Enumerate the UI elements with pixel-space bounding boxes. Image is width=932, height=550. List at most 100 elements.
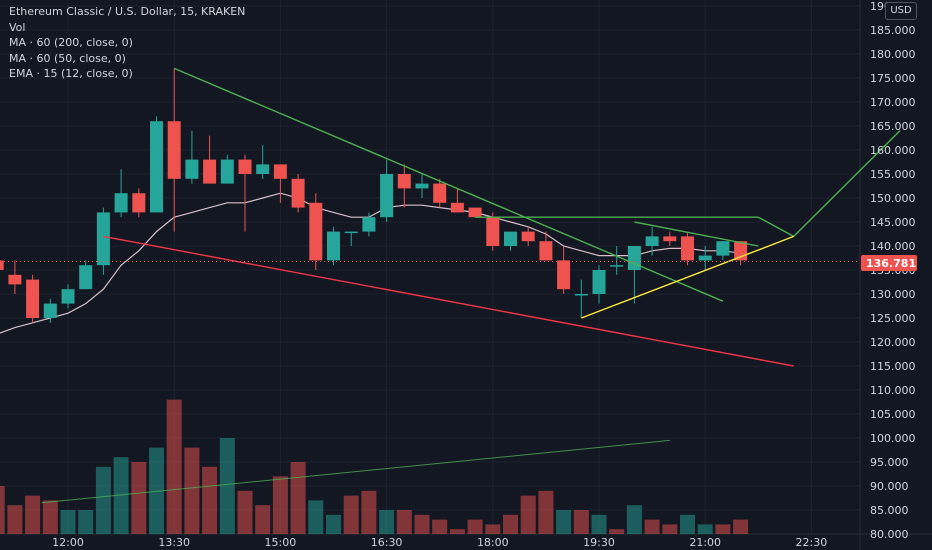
- volume-bar: [7, 505, 23, 534]
- candle-body: [716, 241, 730, 256]
- time-axis[interactable]: 12:00 13:30 15:00 16:30 18:00 19:30 21:00 22:30: [52, 536, 827, 549]
- volume-bar: [0, 486, 5, 534]
- price-tick-label: 150.000: [870, 192, 916, 205]
- candle-body: [309, 202, 323, 261]
- candle-body: [61, 289, 75, 304]
- time-tick-label: 15:00: [265, 536, 297, 549]
- volume-bar: [414, 514, 430, 534]
- price-tick-label: 80.000: [870, 528, 909, 541]
- price-tick-label: 130.000: [870, 288, 916, 301]
- trendline-red: [103, 235, 794, 367]
- time-tick-label: 21:00: [689, 536, 721, 549]
- volume-bar: [290, 462, 306, 534]
- volume-bar: [78, 510, 94, 534]
- candle-body: [327, 231, 340, 261]
- volume-bar: [60, 510, 76, 534]
- volume-bar: [42, 500, 58, 534]
- volume-bar: [25, 495, 41, 534]
- price-tick-label: 170.000: [870, 96, 916, 109]
- time-tick-label: 22:30: [796, 536, 828, 549]
- volume-bar: [343, 495, 359, 534]
- time-tick-label: 18:00: [477, 536, 509, 549]
- volume-bars: [0, 399, 749, 534]
- trendline-green: [634, 221, 759, 247]
- current-price-tag-bg: [861, 255, 917, 271]
- price-tick-label: 160.000: [870, 144, 916, 157]
- volume-bar: [272, 476, 288, 534]
- volume-bar: [556, 510, 572, 534]
- volume-bar: [379, 510, 395, 534]
- candle-body: [380, 174, 394, 218]
- candlesticks: [0, 68, 748, 323]
- candle-body: [291, 178, 305, 208]
- volume-ma-polyline: [41, 439, 670, 504]
- price-tick-label: 105.000: [870, 408, 916, 421]
- candle-body: [627, 246, 641, 270]
- volume-bar: [485, 524, 501, 534]
- volume-bar: [573, 510, 589, 534]
- candle-body: [468, 207, 482, 218]
- candle-body: [8, 274, 22, 285]
- symbol-title[interactable]: Ethereum Classic / U.S. Dollar, 15, KRAK…: [9, 5, 246, 18]
- trendline-yellow: [581, 235, 794, 319]
- candle-body: [150, 121, 163, 213]
- volume-bar: [626, 505, 642, 534]
- price-tick-label: 115.000: [870, 360, 916, 373]
- ma200-indicator-label[interactable]: MA · 60 (200, close, 0): [9, 36, 133, 49]
- volume-bar: [184, 447, 200, 534]
- candle-body: [574, 294, 588, 296]
- price-tick-label: 120.000: [870, 336, 916, 349]
- candle-body: [96, 212, 110, 266]
- candle-body: [415, 183, 429, 189]
- candle-body: [698, 255, 712, 261]
- price-tick-label: 100.000: [870, 432, 916, 445]
- candle-body: [557, 260, 571, 290]
- currency-button[interactable]: USD: [885, 2, 917, 20]
- current-price-label: 136.781: [866, 257, 916, 270]
- candle-body: [167, 121, 181, 179]
- price-axis[interactable]: 80.000 85.000 90.000 95.000 100.000 105.000 11…: [870, 0, 916, 541]
- price-tick-label: 165.000: [870, 120, 916, 133]
- volume-indicator-label[interactable]: Vol: [9, 20, 26, 34]
- volume-bar: [609, 529, 625, 534]
- price-tick-label: 125.000: [870, 312, 916, 325]
- candle-body: [203, 159, 217, 184]
- volume-bar: [432, 519, 448, 534]
- volume-ma-line: [41, 439, 670, 504]
- volume-bar: [361, 490, 377, 534]
- candle-body: [185, 159, 199, 179]
- candle-body: [256, 164, 270, 174]
- price-tick-label: 95.000: [870, 456, 909, 469]
- candle-body: [397, 174, 411, 189]
- candle-body: [238, 159, 252, 174]
- current-price-tag: 136.781: [861, 255, 917, 271]
- price-tick-label: 175.000: [870, 72, 916, 85]
- candle-body: [0, 260, 4, 270]
- price-tick-label: 185.000: [870, 24, 916, 37]
- volume-bar: [591, 514, 607, 534]
- ema-indicator-label[interactable]: EMA · 15 (12, close, 0): [9, 67, 133, 80]
- candle-body: [362, 217, 376, 232]
- time-tick-label: 13:30: [158, 536, 190, 549]
- volume-bar: [202, 466, 218, 534]
- chart-legend[interactable]: Ethereum Classic / U.S. Dollar, 15, KRAK…: [9, 4, 245, 82]
- price-tick-label: 155.000: [870, 168, 916, 181]
- price-tick-label: 140.000: [870, 240, 916, 253]
- volume-bar: [697, 524, 713, 534]
- candle-body: [273, 164, 287, 179]
- volume-bar: [237, 490, 253, 534]
- candle-body: [450, 202, 464, 213]
- volume-bar: [449, 529, 465, 534]
- price-tick-label: 110.000: [870, 384, 916, 397]
- volume-bar: [467, 519, 483, 534]
- price-tick-label: 145.000: [870, 216, 916, 229]
- time-tick-label: 16:30: [371, 536, 403, 549]
- candle-body: [26, 279, 40, 318]
- ma50-indicator-label[interactable]: MA · 60 (50, close, 0): [9, 51, 126, 65]
- candle-body: [433, 183, 447, 203]
- price-tick-label: 180.000: [870, 48, 916, 61]
- trendlines[interactable]: [103, 67, 901, 367]
- trendline-green: [173, 67, 724, 302]
- volume-bar: [520, 495, 536, 534]
